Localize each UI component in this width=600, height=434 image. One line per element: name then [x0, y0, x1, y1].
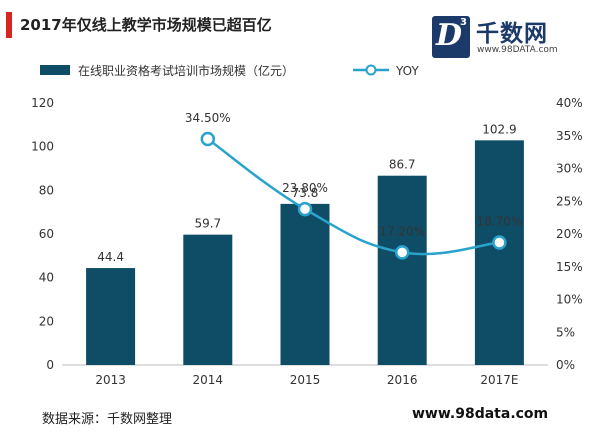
yoy-point: [394, 245, 410, 260]
legend-line-marker: [365, 64, 377, 76]
y-right-tick-label: 20%: [556, 227, 583, 241]
logo-letter: D: [436, 18, 463, 53]
yoy-value-label: 18.70%: [477, 215, 523, 229]
x-tick-label: 2015: [290, 373, 321, 387]
bars: [86, 140, 524, 365]
bar-value-label: 44.4: [97, 250, 124, 264]
legend-bar-label: 在线职业资格考试培训市场规模（亿元）: [78, 63, 294, 78]
bar-value-label: 86.7: [389, 158, 416, 172]
x-tick-label: 2016: [387, 373, 418, 387]
bar: [86, 268, 136, 365]
y-right-tick-label: 5%: [556, 325, 575, 339]
y-right-tick-label: 10%: [556, 293, 583, 307]
y-left-tick-label: 20: [39, 314, 54, 328]
x-tick-label: 2013: [95, 373, 126, 387]
yoy-value-label: 34.50%: [185, 111, 231, 125]
bar-value-label: 59.7: [194, 217, 221, 231]
y-left-tick-label: 80: [39, 183, 54, 197]
bar: [280, 203, 330, 365]
yoy-point: [492, 235, 507, 250]
y-right-tick-label: 40%: [556, 96, 583, 110]
x-tick-label: 2014: [193, 373, 224, 387]
yoy-value-label: 23.80%: [282, 181, 328, 195]
logo: D 3 千数网 www.98DATA.com: [432, 16, 592, 64]
y-right-tick-label: 0%: [556, 358, 575, 372]
bar: [183, 234, 233, 365]
logo-superscript: 3: [460, 17, 467, 28]
logo-url: www.98DATA.com: [477, 45, 558, 55]
bar: [377, 175, 427, 365]
y-left-tick-label: 0: [46, 358, 54, 372]
y-right-tick-label: 35%: [556, 129, 583, 143]
yoy-line: [207, 138, 500, 256]
data-labels: 44.4 59.7 73.8 86.7 102.9 34.50% 23.80% 17.20% 1…: [97, 111, 522, 264]
y-left-tick-label: 100: [31, 140, 54, 154]
bar: [474, 140, 524, 365]
logo-name: 千数网: [476, 21, 548, 47]
axes: 0 20 40 60 80 100 120 0% 5% 10% 15% 20% 25% 30% 35% 40%…: [31, 96, 583, 387]
x-tick-label: 2017E: [480, 373, 518, 387]
y-right-tick-label: 15%: [556, 260, 583, 274]
y-right-tick-label: 25%: [556, 194, 583, 208]
y-right-tick-label: 30%: [556, 162, 583, 176]
logo-mark: D 3: [432, 16, 470, 58]
y-left-tick-label: 60: [39, 227, 54, 241]
y-left-tick-label: 120: [31, 96, 54, 110]
yoy-value-label: 17.20%: [379, 224, 425, 238]
legend-line-label: YOY: [395, 64, 419, 78]
legend-bar-swatch: [40, 65, 70, 75]
data-source: 数据来源：千数网整理: [42, 412, 173, 427]
y-left-tick-label: 40: [39, 271, 54, 285]
bar-value-label: 102.9: [482, 122, 516, 136]
bar-value-label: 73.8: [292, 186, 319, 200]
yoy-point: [297, 201, 313, 217]
yoy-line-layer: [200, 131, 507, 260]
yoy-point: [200, 131, 216, 147]
title-accent-bar: [6, 12, 12, 38]
footer-url: www.98data.com: [412, 406, 549, 422]
chart-title: 2017年仅线上教学市场规模已超百亿: [20, 16, 272, 34]
legend: 在线职业资格考试培训市场规模（亿元） YOY: [40, 63, 419, 78]
